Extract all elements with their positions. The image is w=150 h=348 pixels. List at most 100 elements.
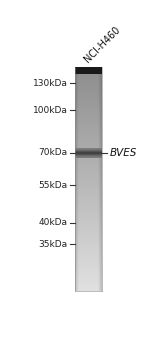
Polygon shape (75, 281, 102, 282)
Polygon shape (75, 274, 102, 275)
Polygon shape (75, 105, 102, 106)
Polygon shape (75, 118, 102, 119)
Polygon shape (75, 261, 102, 262)
Polygon shape (75, 68, 102, 69)
Polygon shape (75, 172, 102, 173)
Polygon shape (75, 282, 102, 283)
Polygon shape (75, 238, 102, 239)
Polygon shape (75, 289, 102, 290)
Polygon shape (75, 120, 102, 121)
Polygon shape (75, 221, 102, 222)
Polygon shape (75, 149, 102, 150)
Polygon shape (75, 284, 102, 285)
Polygon shape (75, 260, 102, 261)
Polygon shape (75, 124, 102, 125)
Polygon shape (75, 233, 102, 234)
Polygon shape (75, 187, 102, 188)
Polygon shape (75, 216, 102, 217)
Polygon shape (75, 271, 102, 272)
Polygon shape (75, 73, 102, 74)
Polygon shape (75, 97, 102, 98)
Polygon shape (75, 163, 102, 164)
Polygon shape (75, 275, 102, 276)
Polygon shape (75, 228, 102, 229)
Polygon shape (75, 71, 102, 72)
Polygon shape (75, 272, 102, 273)
Polygon shape (75, 109, 102, 110)
Polygon shape (75, 101, 102, 102)
Polygon shape (75, 280, 102, 281)
Polygon shape (75, 205, 102, 206)
Polygon shape (75, 104, 102, 105)
Polygon shape (75, 176, 102, 177)
Polygon shape (75, 215, 102, 216)
Polygon shape (75, 75, 102, 76)
Polygon shape (75, 146, 102, 147)
Polygon shape (75, 88, 102, 89)
Polygon shape (75, 93, 102, 94)
Polygon shape (75, 255, 102, 256)
Polygon shape (75, 139, 102, 140)
Polygon shape (75, 178, 102, 179)
Polygon shape (75, 150, 102, 151)
Polygon shape (75, 204, 102, 205)
Polygon shape (75, 87, 102, 88)
Polygon shape (75, 154, 102, 155)
Polygon shape (75, 145, 102, 146)
Polygon shape (75, 185, 102, 186)
Polygon shape (75, 190, 102, 191)
Polygon shape (75, 122, 102, 123)
Polygon shape (75, 76, 102, 77)
Polygon shape (75, 137, 102, 138)
Polygon shape (75, 125, 102, 126)
Polygon shape (75, 258, 102, 259)
Polygon shape (75, 160, 102, 161)
Polygon shape (75, 248, 102, 249)
Polygon shape (75, 212, 102, 213)
Polygon shape (75, 144, 102, 145)
Polygon shape (75, 67, 102, 68)
Polygon shape (75, 268, 102, 269)
Polygon shape (75, 287, 102, 288)
Polygon shape (75, 165, 102, 166)
Polygon shape (75, 278, 102, 279)
Polygon shape (75, 174, 102, 175)
Polygon shape (75, 199, 102, 200)
Polygon shape (75, 84, 102, 85)
Polygon shape (75, 121, 102, 122)
Polygon shape (75, 130, 102, 131)
Polygon shape (75, 249, 102, 250)
Polygon shape (75, 206, 102, 207)
Polygon shape (75, 200, 102, 201)
Polygon shape (75, 153, 102, 154)
Polygon shape (75, 263, 102, 264)
Polygon shape (75, 267, 102, 268)
Polygon shape (75, 191, 102, 192)
Polygon shape (75, 180, 102, 181)
Polygon shape (75, 276, 102, 277)
Polygon shape (75, 119, 102, 120)
Polygon shape (75, 244, 102, 245)
Polygon shape (75, 207, 102, 208)
Polygon shape (75, 112, 102, 113)
Polygon shape (75, 169, 102, 170)
Polygon shape (75, 193, 102, 194)
Polygon shape (75, 86, 102, 87)
Polygon shape (75, 81, 102, 82)
Polygon shape (75, 110, 102, 111)
Polygon shape (75, 285, 102, 286)
Polygon shape (75, 99, 102, 100)
Polygon shape (75, 170, 102, 171)
Polygon shape (75, 226, 102, 227)
Polygon shape (75, 196, 102, 197)
Polygon shape (75, 253, 102, 254)
Polygon shape (75, 223, 102, 224)
Polygon shape (75, 182, 102, 183)
Polygon shape (75, 246, 102, 247)
Polygon shape (75, 265, 102, 266)
Polygon shape (75, 229, 102, 230)
Polygon shape (75, 143, 102, 144)
Polygon shape (75, 237, 102, 238)
Polygon shape (75, 94, 102, 95)
Polygon shape (75, 142, 102, 143)
